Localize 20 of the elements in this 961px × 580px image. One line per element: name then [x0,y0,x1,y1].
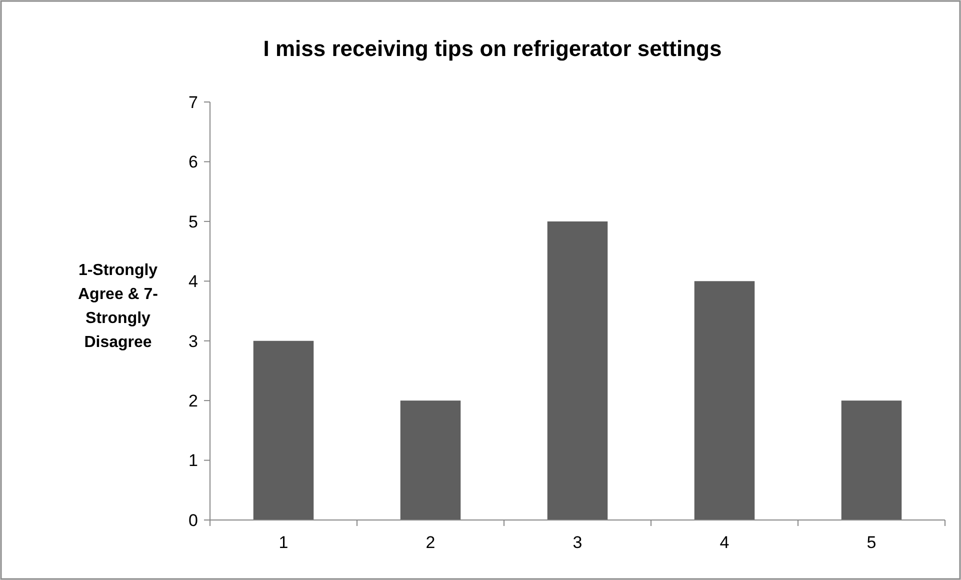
y-tick-label: 4 [188,272,198,292]
y-tick-label: 2 [188,392,198,411]
y-tick-label: 5 [188,212,198,232]
y-tick-label: 6 [188,152,198,172]
x-tick-label: 2 [426,533,436,552]
x-tick-label: 1 [278,533,288,552]
x-tick-label: 4 [720,533,730,552]
y-tick-label: 7 [188,92,198,112]
bar [841,400,902,520]
x-tick-label: 5 [866,533,876,552]
y-axis-title: 1-Strongly Agree & 7-Strongly Disagree [78,262,158,351]
x-tick-label: 3 [572,533,582,552]
chart-title: I miss receiving tips on refrigerator settings [263,36,722,61]
bar [547,221,608,520]
y-tick-label: 1 [188,451,198,470]
y-tick-label: 3 [188,332,198,351]
y-tick-label: 0 [188,510,198,530]
bar [694,281,755,520]
bar [253,340,314,520]
bar [400,400,461,520]
